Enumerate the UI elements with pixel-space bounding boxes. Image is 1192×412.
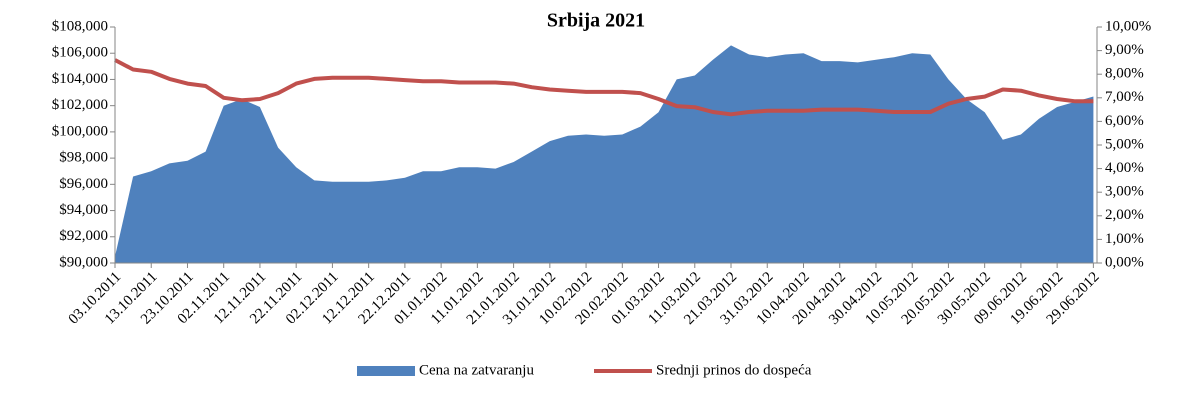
y2-tick-label: 2,00% <box>1105 207 1144 223</box>
y-tick-label: $100,000 <box>52 123 108 139</box>
chart-title: Srbija 2021 <box>547 10 645 32</box>
y-tick-label: $90,000 <box>59 254 108 270</box>
legend-swatch <box>357 366 415 376</box>
legend-label: Srednji prinos do dospeća <box>656 362 812 378</box>
y2-tick-label: 4,00% <box>1105 160 1144 176</box>
y-tick-label: $92,000 <box>59 228 108 244</box>
y2-tick-label: 7,00% <box>1105 89 1144 105</box>
y2-tick-label: 1,00% <box>1105 231 1144 247</box>
y-tick-label: $96,000 <box>59 176 108 192</box>
y2-tick-label: 10,00% <box>1105 18 1151 34</box>
y2-tick-label: 6,00% <box>1105 113 1144 129</box>
y2-tick-label: 9,00% <box>1105 42 1144 58</box>
area <box>115 45 1094 264</box>
y-tick-label: $104,000 <box>52 71 108 87</box>
y2-tick-label: 8,00% <box>1105 66 1144 82</box>
y2-tick-label: 3,00% <box>1105 184 1144 200</box>
line <box>114 58 1094 117</box>
y-tick-label: $102,000 <box>52 97 108 113</box>
y-tick-label: $108,000 <box>52 18 108 34</box>
y-tick-label: $94,000 <box>59 202 108 218</box>
y-tick-label: $106,000 <box>52 45 108 61</box>
y2-tick-label: 0,00% <box>1105 254 1144 270</box>
legend-label: Cena na zatvaranju <box>419 362 534 378</box>
y2-tick-label: 5,00% <box>1105 136 1144 152</box>
y-tick-label: $98,000 <box>59 150 108 166</box>
